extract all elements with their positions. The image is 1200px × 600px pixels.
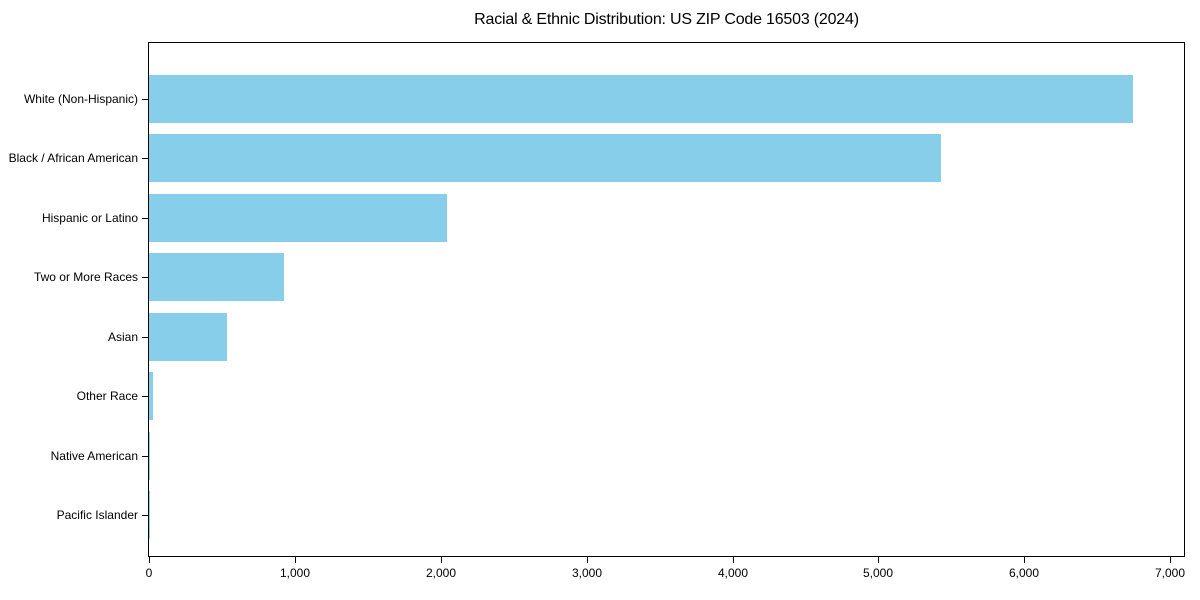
x-tick-label-2000: 2,000 <box>425 566 457 580</box>
y-tick-mark <box>142 99 148 100</box>
y-tick-label-white-non-hispanic: White (Non-Hispanic) <box>23 92 138 106</box>
x-tick-mark <box>295 557 296 563</box>
bar-black-african-american <box>149 134 942 183</box>
x-tick-mark <box>1170 557 1171 563</box>
bar-native-american <box>149 431 150 480</box>
y-tick-label-other-race: Other Race <box>76 389 138 403</box>
y-tick-label-hispanic-or-latino: Hispanic or Latino <box>41 211 138 225</box>
x-tick-label-3000: 3,000 <box>571 566 603 580</box>
y-tick-label-pacific-islander: Pacific Islander <box>56 508 138 522</box>
y-tick-mark <box>142 456 148 457</box>
y-tick-mark <box>142 337 148 338</box>
bar-other-race <box>149 372 153 421</box>
y-tick-label-black-african-american: Black / African American <box>8 151 138 165</box>
x-tick-mark <box>1024 557 1025 563</box>
y-tick-mark <box>142 158 148 159</box>
bar-two-or-more-races <box>149 253 284 302</box>
x-tick-label-6000: 6,000 <box>1008 566 1040 580</box>
y-tick-label-two-or-more-races: Two or More Races <box>33 270 138 284</box>
x-tick-mark <box>587 557 588 563</box>
x-tick-mark <box>733 557 734 563</box>
y-tick-label-asian: Asian <box>107 330 138 344</box>
x-tick-mark <box>441 557 442 563</box>
x-tick-label-0: 0 <box>145 566 153 580</box>
bar-asian <box>149 312 228 361</box>
y-tick-mark <box>142 218 148 219</box>
bar-hispanic-or-latino <box>149 193 448 242</box>
x-tick-label-7000: 7,000 <box>1154 566 1186 580</box>
y-tick-mark <box>142 515 148 516</box>
plot-area <box>148 42 1185 557</box>
x-tick-mark <box>878 557 879 563</box>
x-tick-label-4000: 4,000 <box>717 566 749 580</box>
y-tick-mark <box>142 396 148 397</box>
bar-white-non-hispanic <box>149 75 1133 123</box>
chart-title: Racial & Ethnic Distribution: US ZIP Cod… <box>474 11 859 28</box>
y-tick-mark <box>142 277 148 278</box>
x-tick-label-5000: 5,000 <box>862 566 894 580</box>
x-tick-mark <box>149 557 150 563</box>
y-tick-label-native-american: Native American <box>50 449 138 463</box>
x-tick-label-1000: 1,000 <box>279 566 311 580</box>
